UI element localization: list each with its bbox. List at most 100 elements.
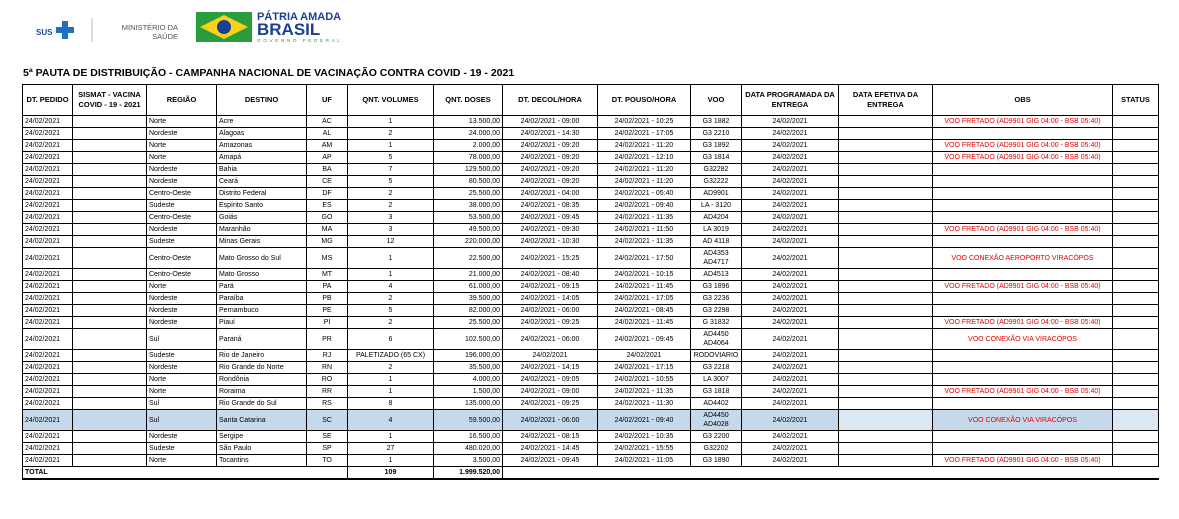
table-cell [72,223,147,236]
table-cell: 1 [347,430,434,443]
table-cell: 24/02/2021 [22,409,73,431]
table-cell: 24/02/2021 - 06:00 [502,304,598,317]
table-cell: G3 1814 [690,151,742,164]
table-cell: VOO CONEXÃO AEROPORTO VIRACÓPOS [932,247,1113,269]
table-cell: PA [306,280,348,293]
table-row: 24/02/2021 Centro-Oeste Mato Grosso MT 1 21.0… [22,268,1159,281]
table-cell: 24/02/2021 [22,151,73,164]
table-cell: 7 [347,163,434,176]
table-cell: VOO FRETADO (AD9901 GIG 04:00 - BSB 05:4… [932,115,1113,128]
table-cell: VOO FRETADO (AD9901 GIG 04:00 - BSB 05:4… [932,139,1113,152]
table-cell [1112,409,1159,431]
table-cell [838,280,933,293]
table-cell [932,292,1113,305]
column-header: DATA EFETIVA DA ENTREGA [838,84,933,116]
table-cell: Sul [146,397,217,410]
column-header: OBS [932,84,1113,116]
table-cell: Pernambuco [216,304,307,317]
table-cell: 24/02/2021 [741,199,839,212]
table-cell [72,163,147,176]
table-cell: 24/02/2021 - 14:45 [502,442,598,455]
table-cell [72,211,147,224]
table-cell: 5 [347,175,434,188]
table-cell [932,397,1113,410]
table-cell: Nordeste [146,316,217,329]
table-cell: 24/02/2021 [22,454,73,467]
table-cell: São Paulo [216,442,307,455]
table-cell: ES [306,199,348,212]
table-cell [838,235,933,248]
table-cell: 24/02/2021 - 14:30 [502,127,598,140]
table-cell: RODOVIARIO [690,349,742,362]
table-cell: 102.500,00 [433,328,503,350]
table-row: 24/02/2021 Norte Roraima RR 1 1.500,00 24/02/2… [22,385,1159,398]
table-cell [72,247,147,269]
table-cell: 196.000,00 [433,349,503,362]
table-cell: AD4204 [690,211,742,224]
table-cell [72,328,147,350]
table-cell [72,292,147,305]
table-cell: 24/02/2021 - 09:20 [502,163,598,176]
table-cell: Nordeste [146,223,217,236]
table-cell [1112,292,1159,305]
table-row: 24/02/2021 Nordeste Piauí PI 2 25.500,00 24/02… [22,316,1159,329]
table-cell: Sul [146,409,217,431]
table-cell: Bahia [216,163,307,176]
table-cell: 5 [347,151,434,164]
table-cell [72,280,147,293]
table-cell: 24/02/2021 - 11:35 [597,385,691,398]
table-cell [72,385,147,398]
table-cell [72,442,147,455]
table-row: 24/02/2021 Norte Rondônia RO 1 4.000,00 24/02/… [22,373,1159,386]
table-cell: BA [306,163,348,176]
table-cell [1112,304,1159,317]
table-cell: 1 [347,115,434,128]
table-cell: VOO FRETADO (AD9901 GIG 04:00 - BSB 05:4… [932,454,1113,467]
table-cell: 24/02/2021 - 09:00 [502,385,598,398]
table-cell: 24/02/2021 - 10:55 [597,373,691,386]
table-cell [932,430,1113,443]
title: 5ª PAUTA DE DISTRIBUIÇÃO - CAMPANHA NACI… [23,67,515,79]
table-cell: RS [306,397,348,410]
table-cell: Maranhão [216,223,307,236]
table-cell: AD 4118 [690,235,742,248]
gov-line2: BRASIL [257,20,320,39]
table-cell: Centro-Oeste [146,187,217,200]
sus-cross [56,21,74,39]
table-cell [838,268,933,281]
table-cell: Sudeste [146,199,217,212]
table-cell: 24/02/2021 - 14:15 [502,361,598,374]
table-cell: 24/02/2021 [22,127,73,140]
table-cell: 24/02/2021 [741,235,839,248]
table-cell: AD4450 AD4064 [690,328,742,350]
table-cell: 24/02/2021 - 11:30 [597,397,691,410]
table-cell: 24/02/2021 [741,397,839,410]
table-row: 24/02/2021 Sul Rio Grande do Sul RS 8 135.000… [22,397,1159,410]
column-header: DT. PEDIDO [22,84,73,116]
table-cell: 24/02/2021 [22,163,73,176]
column-header: QNT. DOSES [433,84,503,116]
table-cell [932,127,1113,140]
ministry: SAÚDE [152,32,178,41]
table-cell: Distrito Federal [216,187,307,200]
table-cell: 24/02/2021 [22,280,73,293]
table-cell: 24/02/2021 - 09:25 [502,397,598,410]
table-row: 24/02/2021 Sul Santa Catarina SC 4 59.500,00 2… [22,409,1159,431]
table-cell: Santa Catarina [216,409,307,431]
table-cell: Espírito Santo [216,199,307,212]
table-cell: 53.500,00 [433,211,503,224]
distribution-table: DT. PEDIDO SISMAT - VACINA COVID - 19 - 2… [22,84,1159,480]
table-row: 24/02/2021 Norte Amazonas AM 1 2.000,00 24/02/… [22,139,1159,152]
table-cell: Rio Grande do Norte [216,361,307,374]
table-cell: Mato Grosso do Sul [216,247,307,269]
gov-line3: GOVERNO FEDERAL [257,38,342,44]
table-cell: 24/02/2021 - 10:35 [597,430,691,443]
table-cell: Acre [216,115,307,128]
table-cell [72,115,147,128]
table-cell: 24/02/2021 - 09:20 [502,151,598,164]
table-cell [932,349,1113,362]
table-cell: Sul [146,328,217,350]
table-cell: 38.000,00 [433,199,503,212]
table-cell [838,430,933,443]
table-cell [932,373,1113,386]
